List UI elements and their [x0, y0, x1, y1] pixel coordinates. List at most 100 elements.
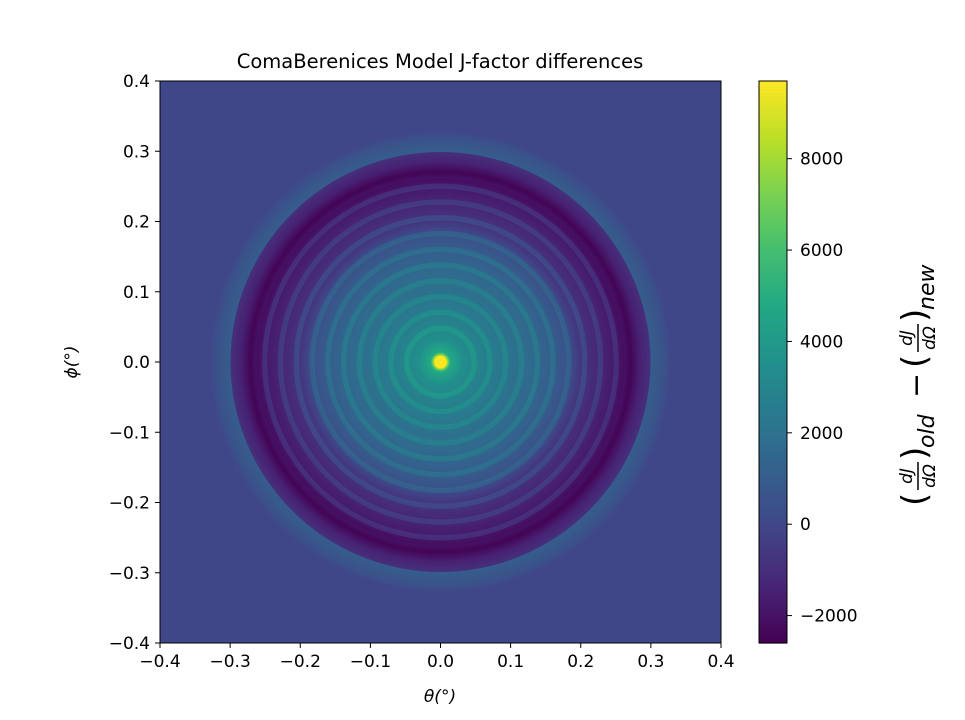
colorbar-strip: [759, 137, 787, 142]
colorbar-strip: [759, 357, 787, 363]
colorbar-strip: [759, 85, 787, 90]
colorbar-strip: [759, 418, 787, 423]
colorbar-strip: [759, 185, 787, 190]
colorbar-strip: [759, 209, 787, 215]
colorbar-label-domega-1: dΩ: [920, 464, 940, 488]
colorbar-strip: [759, 313, 787, 319]
colorbar-label-dj-2: dJ: [897, 330, 917, 346]
colorbar-strip: [759, 129, 787, 134]
x-tick-label: −0.2: [280, 652, 321, 672]
colorbar-strip: [759, 486, 787, 492]
x-tick-label: −0.3: [209, 652, 250, 672]
colorbar-strip: [759, 329, 787, 335]
colorbar-strip: [759, 113, 787, 118]
colorbar-strip: [759, 301, 787, 307]
colorbar-strip: [759, 281, 787, 287]
colorbar-strip: [759, 566, 787, 572]
colorbar-strip: [759, 305, 787, 311]
colorbar-strip: [759, 89, 787, 94]
y-tick-label: 0.0: [123, 353, 150, 373]
colorbar-strip: [759, 101, 787, 106]
x-tick-label: 0.3: [637, 652, 664, 672]
colorbar-strip: [759, 149, 787, 154]
colorbar-strip: [759, 470, 787, 475]
colorbar-strip: [759, 245, 787, 251]
colorbar-strip: [759, 550, 787, 556]
colorbar-strip: [759, 169, 787, 174]
colorbar-strip: [759, 410, 787, 415]
colorbar-strip: [759, 534, 787, 540]
colorbar-strip: [759, 145, 787, 150]
colorbar-strip: [759, 422, 787, 427]
colorbar-strip: [759, 325, 787, 331]
colorbar-strip: [759, 502, 787, 508]
colorbar-strip: [759, 321, 787, 327]
colorbar-strip: [759, 606, 787, 612]
colorbar-strip: [759, 173, 787, 178]
colorbar-strip: [759, 578, 787, 584]
y-axis-label: ϕ(°): [62, 346, 82, 379]
colorbar-strip: [759, 289, 787, 295]
colorbar-strip: [759, 434, 787, 439]
colorbar-strip: [759, 261, 787, 267]
colorbar-strip: [759, 341, 787, 347]
colorbar-frame: [758, 80, 788, 644]
colorbar-strip: [759, 366, 787, 371]
colorbar-strip: [759, 205, 787, 211]
y-axis: −0.4 −0.3 −0.2 −0.1 0.0 0.1 0.2 0.3 0.4: [109, 72, 160, 654]
colorbar-strip: [759, 353, 787, 359]
colorbar-axis: −2000 0 2000 4000 6000 8000: [787, 150, 858, 627]
colorbar-strip: [759, 394, 787, 399]
y-tick-label: 0.2: [123, 213, 150, 233]
x-axis: −0.4 −0.3 −0.2 −0.1 0.0 0.1 0.2 0.3 0.4: [139, 643, 735, 672]
colorbar-strip: [759, 610, 787, 616]
colorbar-strip: [759, 498, 787, 504]
colorbar-strip: [759, 522, 787, 528]
colorbar-strip: [759, 317, 787, 323]
colorbar-strip: [759, 153, 787, 158]
colorbar-strip: [759, 165, 787, 170]
colorbar-strip: [759, 97, 787, 102]
colorbar-strip: [759, 125, 787, 130]
colorbar-strip: [759, 269, 787, 275]
y-tick-label: −0.1: [109, 423, 150, 443]
colorbar-strip: [759, 177, 787, 182]
x-tick-label: −0.1: [350, 652, 391, 672]
colorbar-strip: [759, 482, 787, 488]
colorbar-strip: [759, 594, 787, 600]
colorbar-strip: [759, 229, 787, 235]
colorbar-strip: [759, 622, 787, 628]
heatmap-plot-area: [160, 81, 721, 643]
x-tick-label: 0.0: [427, 652, 454, 672]
colorbar-strip: [759, 333, 787, 339]
colorbar-strip: [759, 406, 787, 411]
colorbar-strip: [759, 117, 787, 122]
colorbar-strip: [759, 598, 787, 604]
colorbar-label-domega-2: dΩ: [920, 326, 940, 350]
colorbar-strip: [759, 189, 787, 194]
colorbar-strip: [759, 430, 787, 435]
y-tick-label: −0.3: [109, 564, 150, 584]
colorbar-strip: [759, 221, 787, 227]
colorbar-strip: [759, 630, 787, 636]
colorbar-strip: [759, 514, 787, 520]
colorbar-strip: [759, 570, 787, 576]
colorbar-strip: [759, 402, 787, 407]
colorbar-strip: [759, 494, 787, 500]
colorbar-strip: [759, 241, 787, 247]
colorbar-strip: [759, 506, 787, 512]
colorbar-label-dj-1: dJ: [897, 468, 917, 484]
colorbar-strip: [759, 273, 787, 279]
colorbar-strip: [759, 277, 787, 283]
colorbar-strip: [759, 414, 787, 419]
colorbar-strip: [759, 121, 787, 126]
colorbar-strip: [759, 426, 787, 431]
colorbar-strip: [759, 562, 787, 568]
x-tick-label: 0.1: [497, 652, 524, 672]
y-tick-label: 0.3: [123, 142, 150, 162]
x-tick-label: −0.4: [139, 652, 180, 672]
colorbar-strip: [759, 474, 787, 480]
colorbar-strip: [759, 634, 787, 640]
colorbar-strip: [759, 386, 787, 391]
colorbar-strip: [759, 181, 787, 186]
